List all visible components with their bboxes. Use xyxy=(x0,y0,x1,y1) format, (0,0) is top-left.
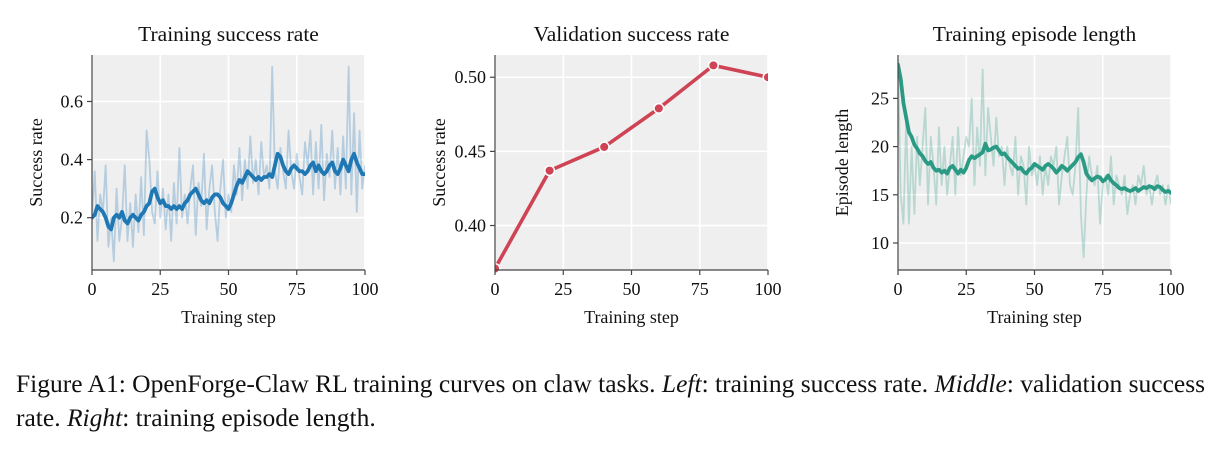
clip-mask-right xyxy=(768,45,782,280)
y-tick-label: 10 xyxy=(871,233,889,253)
x-tick-label: 100 xyxy=(352,279,379,299)
caption-text-3: : validation success rate. xyxy=(16,369,1206,432)
x-tick-label: 75 xyxy=(691,279,709,299)
chart-title: Training success rate xyxy=(138,22,319,46)
x-tick-label: 100 xyxy=(1158,279,1185,299)
caption-text-4: : training episode length. xyxy=(122,403,376,432)
y-axis-label: Episode length xyxy=(832,109,852,216)
x-tick-label: 50 xyxy=(220,279,238,299)
x-tick-label: 25 xyxy=(957,279,975,299)
x-tick-label: 75 xyxy=(288,279,306,299)
data-point-marker xyxy=(707,59,719,71)
y-tick-label: 0.45 xyxy=(455,141,487,161)
x-axis-label: Training step xyxy=(987,307,1082,327)
y-tick-label: 0.2 xyxy=(61,208,84,228)
chart-panel-3: 0 25 50 75 100 10 15 20 25 Training episode lengt… xyxy=(832,22,1185,327)
validation-series-line xyxy=(493,63,769,270)
smoothed-series-line xyxy=(90,151,367,232)
y-tick-label: 0.50 xyxy=(455,67,487,87)
caption-right: Right xyxy=(66,403,123,432)
x-tick-label: 0 xyxy=(88,279,97,299)
clip-mask-right xyxy=(1171,45,1185,280)
y-axis-label: Success rate xyxy=(429,118,449,206)
caption-label: Figure A1: xyxy=(16,369,126,398)
clip-mask-right xyxy=(365,45,379,280)
y-axis-label: Success rate xyxy=(26,118,46,206)
figure-caption: Figure A1: OpenForge-Claw RL training cu… xyxy=(16,367,1211,435)
x-tick-label: 75 xyxy=(1094,279,1112,299)
data-point-marker xyxy=(598,141,610,153)
x-tick-label: 50 xyxy=(1026,279,1044,299)
y-tick-label: 15 xyxy=(871,185,889,205)
y-tick-label: 25 xyxy=(871,88,889,108)
smoothed-series-line xyxy=(896,62,1173,195)
caption-middle: Middle xyxy=(934,369,1007,398)
clip-mask-left xyxy=(884,45,898,280)
x-tick-label: 25 xyxy=(554,279,572,299)
y-tick-label: 0.6 xyxy=(61,91,84,111)
y-tick-label: 0.40 xyxy=(455,216,487,236)
caption-text-1: OpenForge-Claw RL training curves on cla… xyxy=(125,369,662,398)
chart-title: Validation success rate xyxy=(534,22,730,46)
x-tick-label: 50 xyxy=(623,279,641,299)
caption-left: Left xyxy=(661,369,702,398)
data-point-marker xyxy=(653,102,665,114)
caption-text-2: : training success rate. xyxy=(701,369,935,398)
x-axis-label: Training step xyxy=(181,307,276,327)
x-tick-label: 0 xyxy=(491,279,500,299)
chart-title: Training episode length xyxy=(933,22,1137,46)
data-point-marker xyxy=(544,165,556,177)
figure: 0 25 50 75 100 0.2 0.4 0.6 Training success rate… xyxy=(26,22,1185,327)
x-axis-label: Training step xyxy=(584,307,679,327)
y-tick-label: 0.4 xyxy=(61,150,84,170)
chart-panel-2: 0 25 50 75 100 0.40 0.45 0.50 Validation success… xyxy=(429,22,782,327)
x-tick-label: 100 xyxy=(755,279,782,299)
clip-mask-left xyxy=(481,45,495,280)
chart-panel-1: 0 25 50 75 100 0.2 0.4 0.6 Training success rate… xyxy=(26,22,379,327)
y-tick-label: 20 xyxy=(871,137,889,157)
x-tick-label: 0 xyxy=(894,279,903,299)
x-tick-label: 25 xyxy=(151,279,169,299)
clip-mask-left xyxy=(78,45,92,280)
